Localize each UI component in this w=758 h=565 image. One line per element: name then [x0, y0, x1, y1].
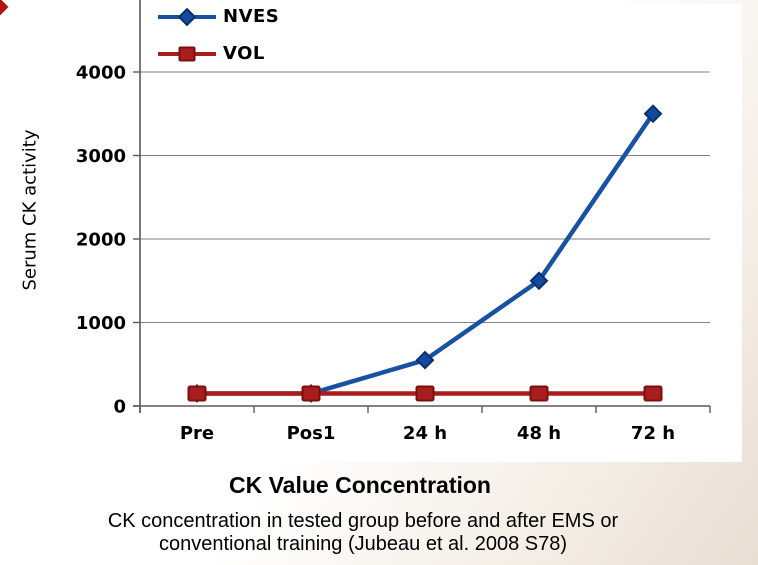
svg-text:72 h: 72 h: [631, 423, 675, 444]
slide-white-panel: [0, 4, 742, 462]
legend-item-vol: VOL: [158, 35, 279, 72]
legend-item-nves: NVES: [158, 0, 279, 35]
svg-text:2000: 2000: [76, 230, 126, 251]
chart-legend: NVES VOL: [158, 0, 279, 72]
y-axis-title: Serum CK activity: [19, 129, 41, 291]
y-tick-labels: 0 1000 2000 3000 4000: [76, 63, 126, 418]
svg-text:4000: 4000: [76, 63, 126, 84]
legend-label-nves: NVES: [223, 6, 280, 27]
caption-line-2: conventional training (Jubeau et al. 200…: [158, 533, 568, 555]
caption-line-1: CK concentration in tested group before …: [107, 510, 619, 532]
svg-text:Pos1: Pos1: [287, 423, 336, 444]
svg-text:24 h: 24 h: [403, 423, 447, 444]
vol-line-square-icon: [158, 45, 216, 63]
chart-caption: CK concentration in tested group before …: [0, 510, 726, 556]
chart-title: CK Value Concentration: [229, 472, 491, 498]
svg-text:3000: 3000: [76, 146, 126, 167]
series-VOL: [187, 385, 663, 402]
legend-label-vol: VOL: [223, 43, 265, 64]
x-tick-labels: Pre Pos1 24 h 48 h 72 h: [180, 423, 675, 444]
gridlines: [140, 71, 710, 323]
svg-text:Pre: Pre: [180, 423, 214, 444]
nves-line-diamond-icon: [158, 7, 216, 26]
svg-text:0: 0: [113, 397, 126, 418]
ck-line-chart: 0 1000 2000 3000 4000 Pre Pos1 24 h 48 h 72 h: [76, 0, 711, 444]
series-NVES: [187, 104, 663, 403]
svg-text:48 h: 48 h: [517, 423, 561, 444]
svg-text:1000: 1000: [76, 313, 126, 334]
axes: [133, 0, 711, 413]
